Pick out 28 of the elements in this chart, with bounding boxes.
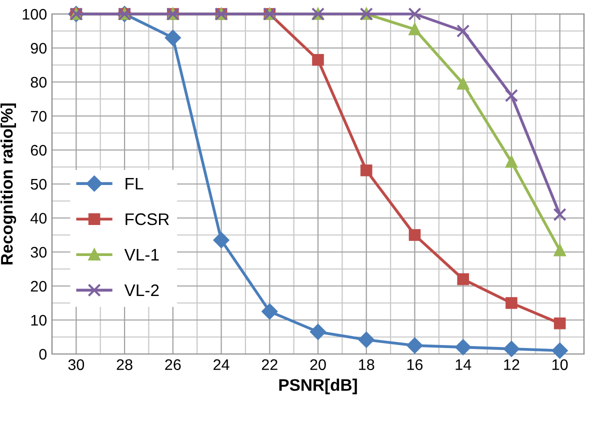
legend-label: FL [126, 178, 144, 190]
y-tick-label: 70 [30, 110, 47, 122]
x-tick-label: 12 [504, 359, 520, 370]
x-tick-label: 22 [262, 359, 278, 370]
x-tick-label: 30 [68, 359, 84, 370]
y-tick-label: 50 [30, 178, 47, 190]
y-axis-title: Recognition ratio[%] [0, 103, 16, 264]
y-tick-label: 60 [30, 144, 47, 156]
y-tick-label: 100 [22, 8, 47, 20]
y-tick-label: 10 [31, 314, 47, 326]
x-tick-label: 14 [456, 359, 472, 370]
x-tick-label: 24 [214, 359, 230, 370]
x-tick-label: 16 [407, 359, 423, 370]
x-tick-label: 28 [116, 359, 132, 370]
x-tick-label: 18 [359, 359, 374, 370]
x-tick-label: 10 [552, 359, 568, 370]
x-tick-label: 20 [310, 359, 326, 370]
x-axis-title: PSNR[dB] [279, 378, 357, 394]
y-tick-label: 0 [39, 348, 47, 360]
y-tick-label: 40 [30, 212, 47, 224]
legend-label: VL-2 [124, 284, 159, 296]
y-tick-label: 80 [30, 76, 47, 88]
y-tick-label: 30 [30, 246, 47, 258]
legend-label: FCSR [126, 213, 169, 226]
y-tick-label: 90 [30, 42, 47, 54]
y-tick-label: 20 [30, 280, 47, 292]
legend-label: VL-1 [124, 249, 159, 260]
x-tick-label: 26 [165, 359, 181, 370]
